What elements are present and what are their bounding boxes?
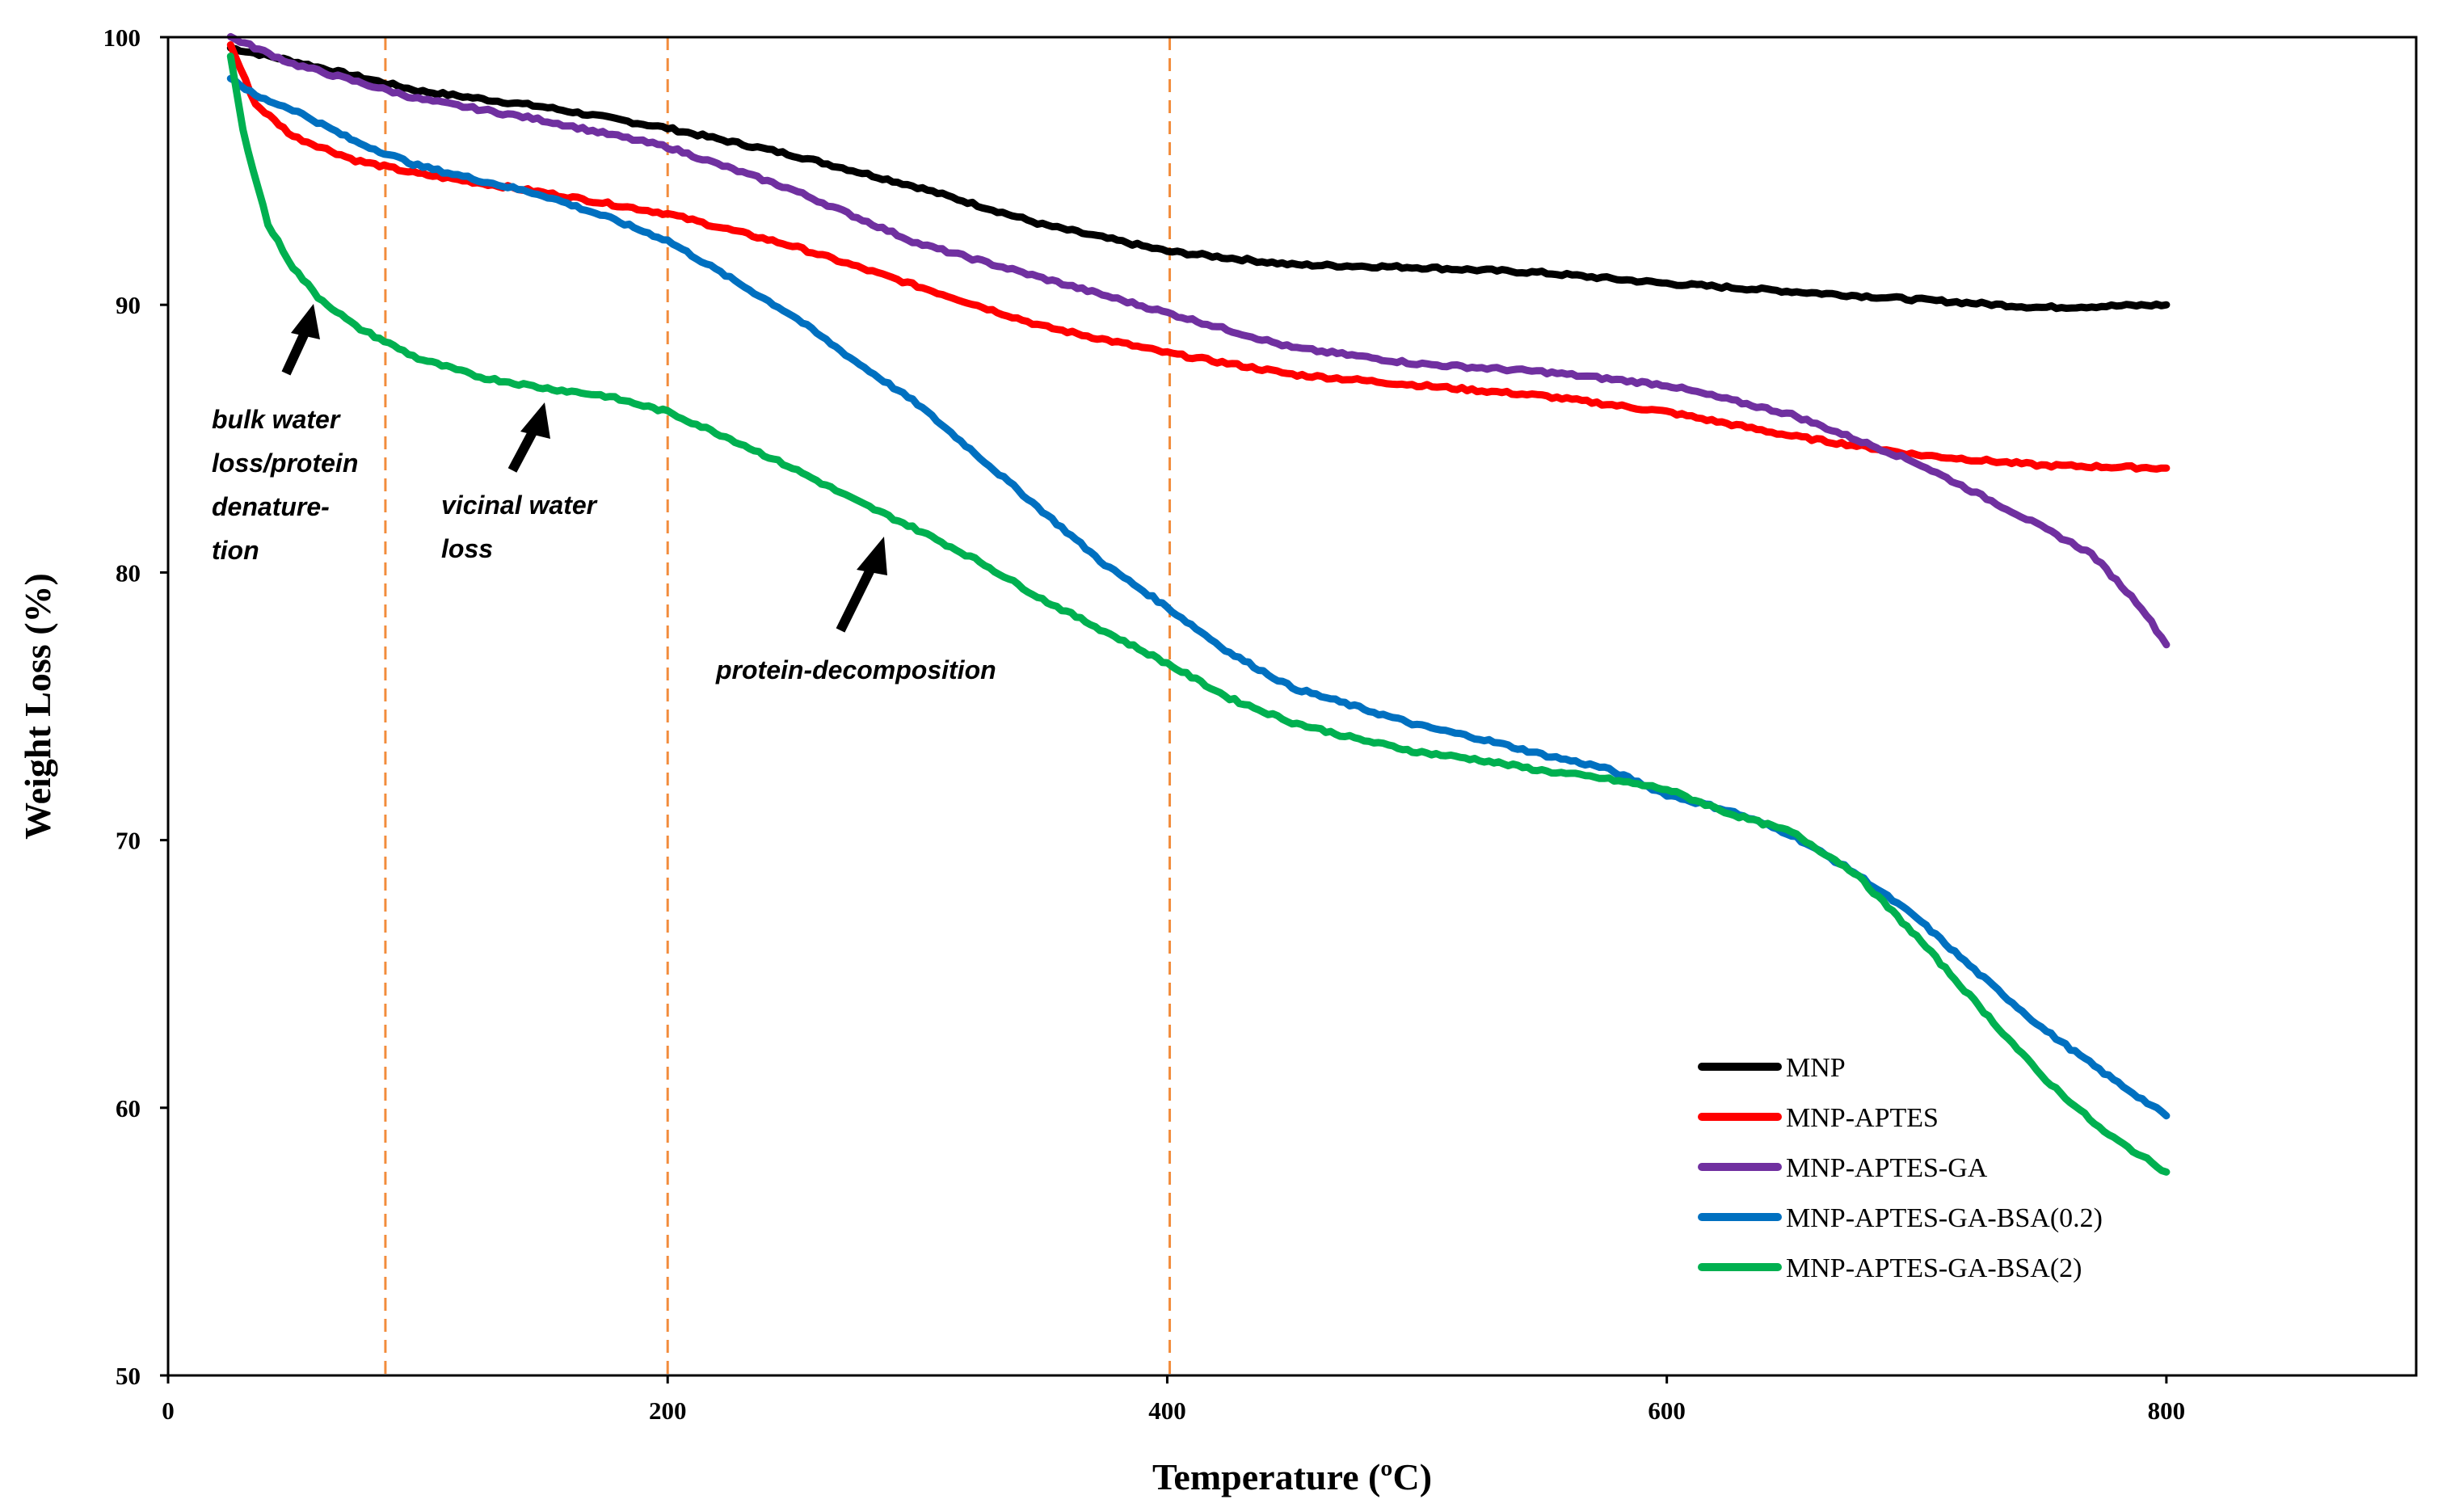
series-line-mnp-aptes	[226, 41, 2171, 473]
legend-label-1: MNP-APTES	[1786, 1103, 1939, 1133]
annotation-arrow-shaft	[507, 428, 538, 473]
y-axis-title: Weight Loss (%)	[17, 573, 58, 840]
y-tick-label-1: 60	[116, 1094, 141, 1122]
y-tick-label-4: 90	[116, 291, 141, 319]
annotation-arrow-head	[520, 402, 550, 439]
annotation-line: denature-	[212, 492, 330, 521]
y-tick-label-2: 70	[116, 827, 141, 855]
series-line-mnp	[226, 44, 2171, 313]
annotations: bulk water loss/protein denature- tion v…	[212, 304, 996, 684]
annotation-line: loss	[441, 534, 493, 563]
y-tick-label-3: 80	[116, 558, 141, 587]
annotation-bulk-water: bulk water loss/protein denature- tion	[212, 304, 358, 565]
y-tick-label-0: 50	[116, 1362, 141, 1390]
x-tick-label-4: 800	[2148, 1396, 2186, 1425]
annotation-line: loss/protein	[212, 449, 358, 478]
legend: MNP MNP-APTES MNP-APTES-GA MNP-APTES-GA-BSA…	[1698, 1053, 2103, 1283]
y-tick-labels: 50 60 70 80 90 100	[103, 23, 141, 1390]
series-lines	[226, 32, 2171, 1176]
annotation-line: tion	[212, 536, 259, 565]
plot-frame	[166, 36, 2418, 1377]
x-axis-title: Temperature (ºC)	[1152, 1456, 1432, 1497]
annotation-vicinal-water: vicinal water loss	[441, 402, 598, 563]
annotation-line: vicinal water	[441, 491, 598, 520]
x-tick-label-2: 400	[1148, 1396, 1186, 1425]
y-tick-label-5: 100	[103, 23, 141, 52]
axis-ticks	[160, 36, 2168, 1384]
legend-label-0: MNP	[1786, 1053, 1846, 1083]
series-line-mnp-aptes-ga-bsa-2-	[226, 53, 2171, 1176]
annotation-protein-decomposition: protein-decomposition	[715, 537, 996, 684]
legend-label-4: MNP-APTES-GA-BSA(2)	[1786, 1253, 2082, 1283]
series-line-mnp-aptes-ga	[226, 32, 2171, 649]
annotation-arrow-shaft	[836, 566, 876, 633]
annotation-arrow-head	[291, 304, 320, 339]
x-tick-label-1: 200	[649, 1396, 687, 1425]
annotation-arrow-head	[857, 537, 887, 575]
annotation-line: protein-decomposition	[715, 655, 996, 684]
x-tick-label-0: 0	[162, 1396, 175, 1425]
reference-lines	[384, 37, 1172, 1375]
legend-label-2: MNP-APTES-GA	[1786, 1153, 1988, 1183]
annotation-arrow-shaft	[281, 329, 310, 376]
annotation-line: bulk water	[212, 405, 341, 434]
legend-label-3: MNP-APTES-GA-BSA(0.2)	[1786, 1203, 2103, 1233]
x-tick-label-3: 600	[1648, 1396, 1686, 1425]
x-tick-labels: 0 200 400 600 800	[162, 1396, 2185, 1425]
